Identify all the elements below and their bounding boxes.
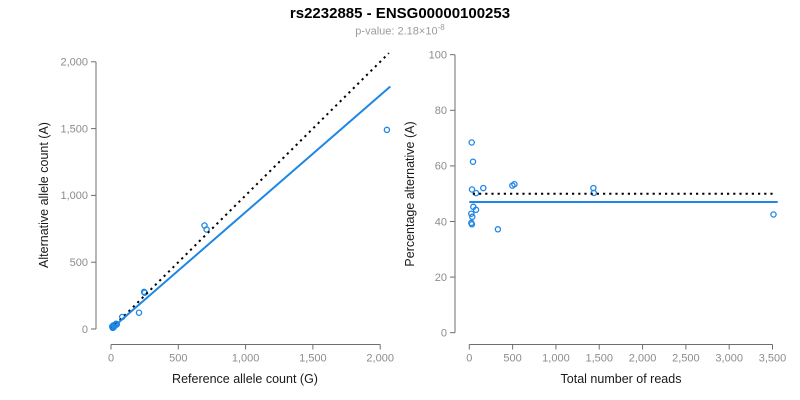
y-axis-title: Alternative allele count (A) <box>37 122 51 268</box>
data-point <box>480 184 487 192</box>
x-axis-title: Total number of reads <box>561 372 682 386</box>
data-point <box>468 221 476 228</box>
data-point <box>469 158 477 165</box>
plot-subtitle: p-value: 2.18×10-8 <box>0 23 800 38</box>
x-tick-label: 0 <box>466 353 472 365</box>
data-point <box>770 211 777 218</box>
y-tick-label: 60 <box>435 161 447 173</box>
x-tick-label: 3,000 <box>715 353 743 365</box>
data-point <box>110 324 117 331</box>
data-point <box>469 213 476 221</box>
data-point <box>383 126 391 134</box>
y-axis-title: Percentage alternative (A) <box>403 121 417 266</box>
y-tick-label: 100 <box>429 50 447 62</box>
percentage-alternative-scatter: 0 20 40 60 80 100 0 500 1,000 1,500 2,000 2,500 3,00… <box>403 50 786 387</box>
fit-line <box>110 85 391 330</box>
pvalue-exponent: -8 <box>437 23 445 32</box>
y-tick-label: 20 <box>435 272 447 284</box>
data-point <box>468 139 475 146</box>
x-tick-label: 2,500 <box>672 353 700 365</box>
y-tick-label: 1,000 <box>60 190 88 202</box>
pvalue-text: p-value: 2.18×10 <box>355 25 438 38</box>
y-tick-label: 2,000 <box>60 57 88 69</box>
x-tick-label: 0 <box>108 353 114 365</box>
data-point <box>203 226 210 233</box>
x-tick-label: 500 <box>169 353 187 365</box>
y-tick-label: 0 <box>82 324 88 336</box>
x-tick-label: 500 <box>503 353 521 365</box>
y-tick-label: 40 <box>435 216 447 228</box>
data-point <box>468 186 476 193</box>
x-tick-label: 1,500 <box>299 353 327 365</box>
x-tick-label: 2,000 <box>366 353 394 365</box>
allele-count-scatter: 0 500 1,000 1,500 2,000 0 500 1,000 1,500 2,000 Re… <box>37 52 394 386</box>
plot-title: rs2232885 - ENSG00000100253 <box>289 5 511 22</box>
x-tick-label: 2,000 <box>629 353 657 365</box>
data-point <box>472 206 480 214</box>
x-tick-label: 1,500 <box>585 353 613 365</box>
identity-line <box>110 52 390 330</box>
y-tick-label: 80 <box>435 105 447 117</box>
data-point <box>494 226 502 233</box>
x-tick-label: 1,000 <box>542 353 570 365</box>
x-tick-label: 3,500 <box>759 353 787 365</box>
x-tick-label: 1,000 <box>232 353 260 365</box>
data-point <box>135 309 143 316</box>
data-point <box>511 180 518 188</box>
x-axis-title: Reference allele count (G) <box>172 372 318 386</box>
y-tick-label: 500 <box>70 257 88 269</box>
y-tick-label: 0 <box>441 328 447 340</box>
y-tick-label: 1,500 <box>60 123 88 135</box>
data-point <box>468 210 475 217</box>
